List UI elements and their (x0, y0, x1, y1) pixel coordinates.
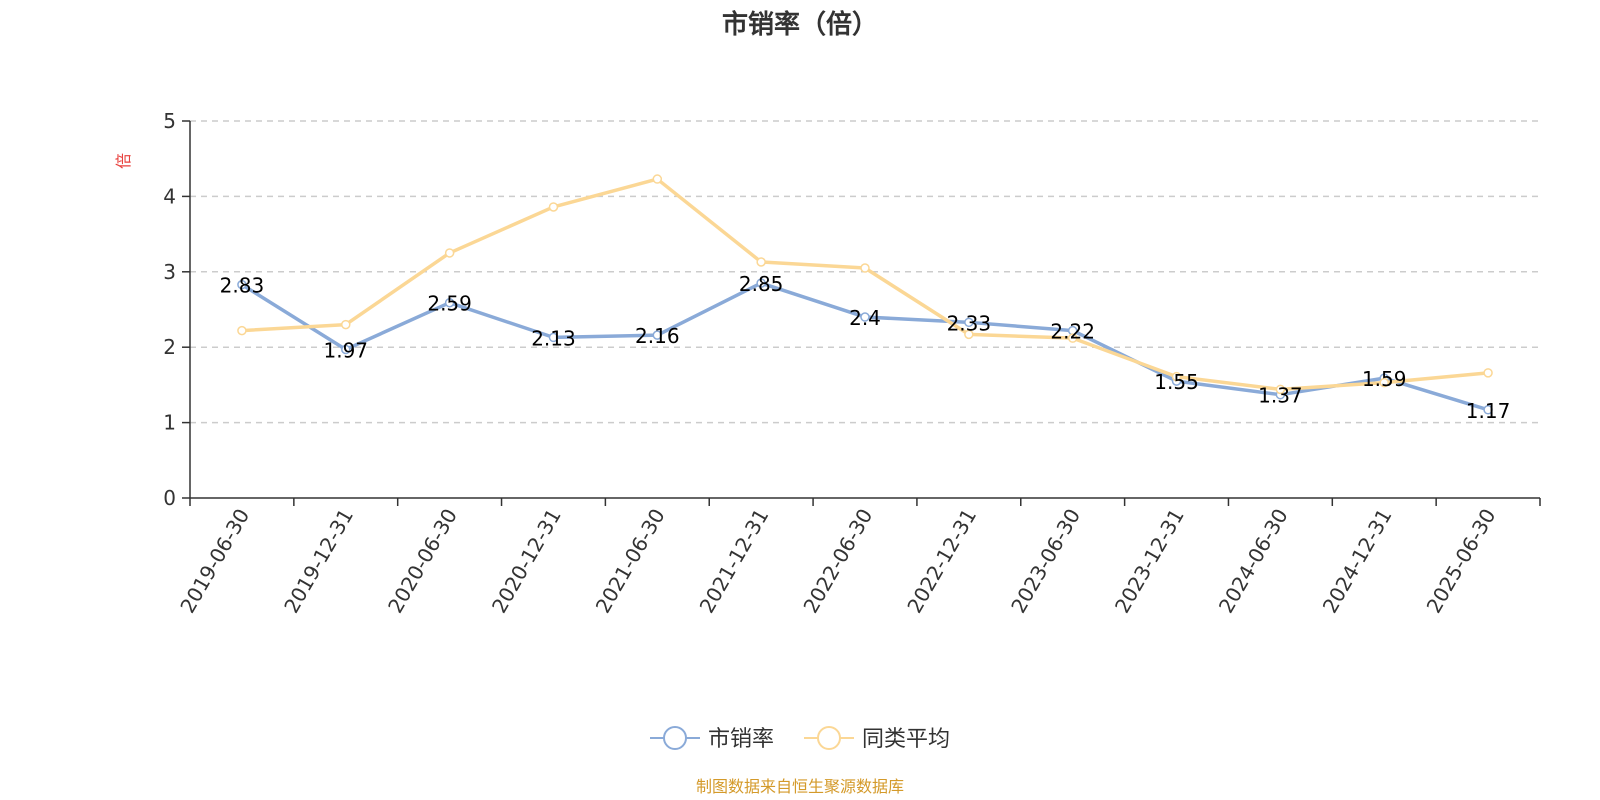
data-point (444, 297, 455, 308)
data-point (860, 263, 870, 273)
data-point (756, 257, 766, 267)
y-tick-label: 0 (163, 486, 176, 510)
data-point (860, 312, 870, 322)
chart-title: 市销率（倍） (722, 9, 878, 40)
data-source-note: 制图数据来自恒生聚源数据库 (696, 777, 904, 796)
data-point (548, 202, 559, 212)
data-label: 2.85 (739, 272, 784, 296)
legend-marker-icon (663, 726, 687, 750)
data-label: 2.33 (947, 311, 992, 335)
data-point (964, 317, 974, 328)
x-tick-label: 2019-12-31 (279, 505, 358, 618)
data-label: 1.97 (324, 338, 369, 362)
y-tick-label: 2 (163, 335, 176, 359)
data-label: 1.17 (1466, 399, 1511, 423)
x-tick-label: 2022-06-30 (798, 505, 877, 618)
data-label: 1.55 (1154, 370, 1199, 394)
y-tick-label: 4 (163, 184, 176, 208)
data-point (964, 329, 974, 340)
data-label: 2.59 (427, 292, 472, 316)
x-tick-label: 2021-12-31 (695, 505, 774, 618)
data-point (1275, 384, 1286, 395)
x-tick-label: 2024-06-30 (1214, 505, 1293, 618)
data-point (341, 319, 351, 330)
legend-label: 同类平均 (862, 727, 950, 752)
y-axis-unit-label: 倍 (114, 153, 133, 169)
data-point (1483, 368, 1493, 378)
data-labels: 2.83 1.97 2.59 2.13 2.16 2.85 2.4 2.33 2.22 1.55 1… (220, 272, 1511, 423)
y-tick-label: 3 (163, 260, 176, 284)
legend-item-2[interactable]: 同类平均 (804, 726, 950, 752)
data-label: 1.37 (1258, 384, 1303, 408)
data-label: 2.22 (1050, 320, 1095, 344)
data-point (1483, 405, 1493, 415)
data-point (341, 344, 351, 355)
y-tick-label: 5 (163, 109, 176, 133)
x-tick-label: 2021-06-30 (591, 505, 670, 618)
data-label: 2.4 (849, 306, 881, 330)
data-point (652, 174, 663, 184)
data-point (237, 279, 247, 290)
data-point (237, 325, 247, 336)
x-tick-label: 2019-06-30 (175, 505, 254, 618)
series-line-2 (241, 177, 1489, 392)
data-label: 1.59 (1362, 367, 1407, 391)
axes: 0 1 2 3 4 5 2019-06-30 2019-12-31 2020-06-30 2020… (163, 109, 1541, 618)
legend[interactable]: 市销率 同类平均 (650, 726, 950, 752)
x-tick-label: 2025-06-30 (1422, 505, 1501, 618)
data-point (1379, 377, 1389, 388)
data-point (1067, 333, 1078, 343)
data-point (756, 278, 766, 288)
data-label: 2.13 (531, 326, 576, 350)
x-tick-label: 2020-12-31 (487, 505, 566, 618)
x-tick-label: 2020-06-30 (383, 504, 462, 617)
legend-label: 市销率 (708, 727, 774, 752)
legend-item-1[interactable]: 市销率 (650, 726, 774, 752)
x-tick-label: 2023-06-30 (1006, 505, 1085, 618)
x-tick-label: 2024-12-31 (1318, 505, 1397, 618)
legend-marker-icon (817, 726, 841, 750)
data-point (652, 330, 663, 340)
x-tick-label: 2023-12-31 (1110, 505, 1189, 618)
data-point (1171, 371, 1182, 382)
data-label: 2.83 (220, 274, 265, 298)
data-point (548, 332, 559, 343)
series-lines (237, 174, 1493, 415)
data-label: 2.16 (635, 324, 680, 348)
data-point (444, 248, 455, 258)
y-tick-label: 1 (163, 411, 176, 435)
x-tick-label: 2022-12-31 (902, 505, 981, 618)
